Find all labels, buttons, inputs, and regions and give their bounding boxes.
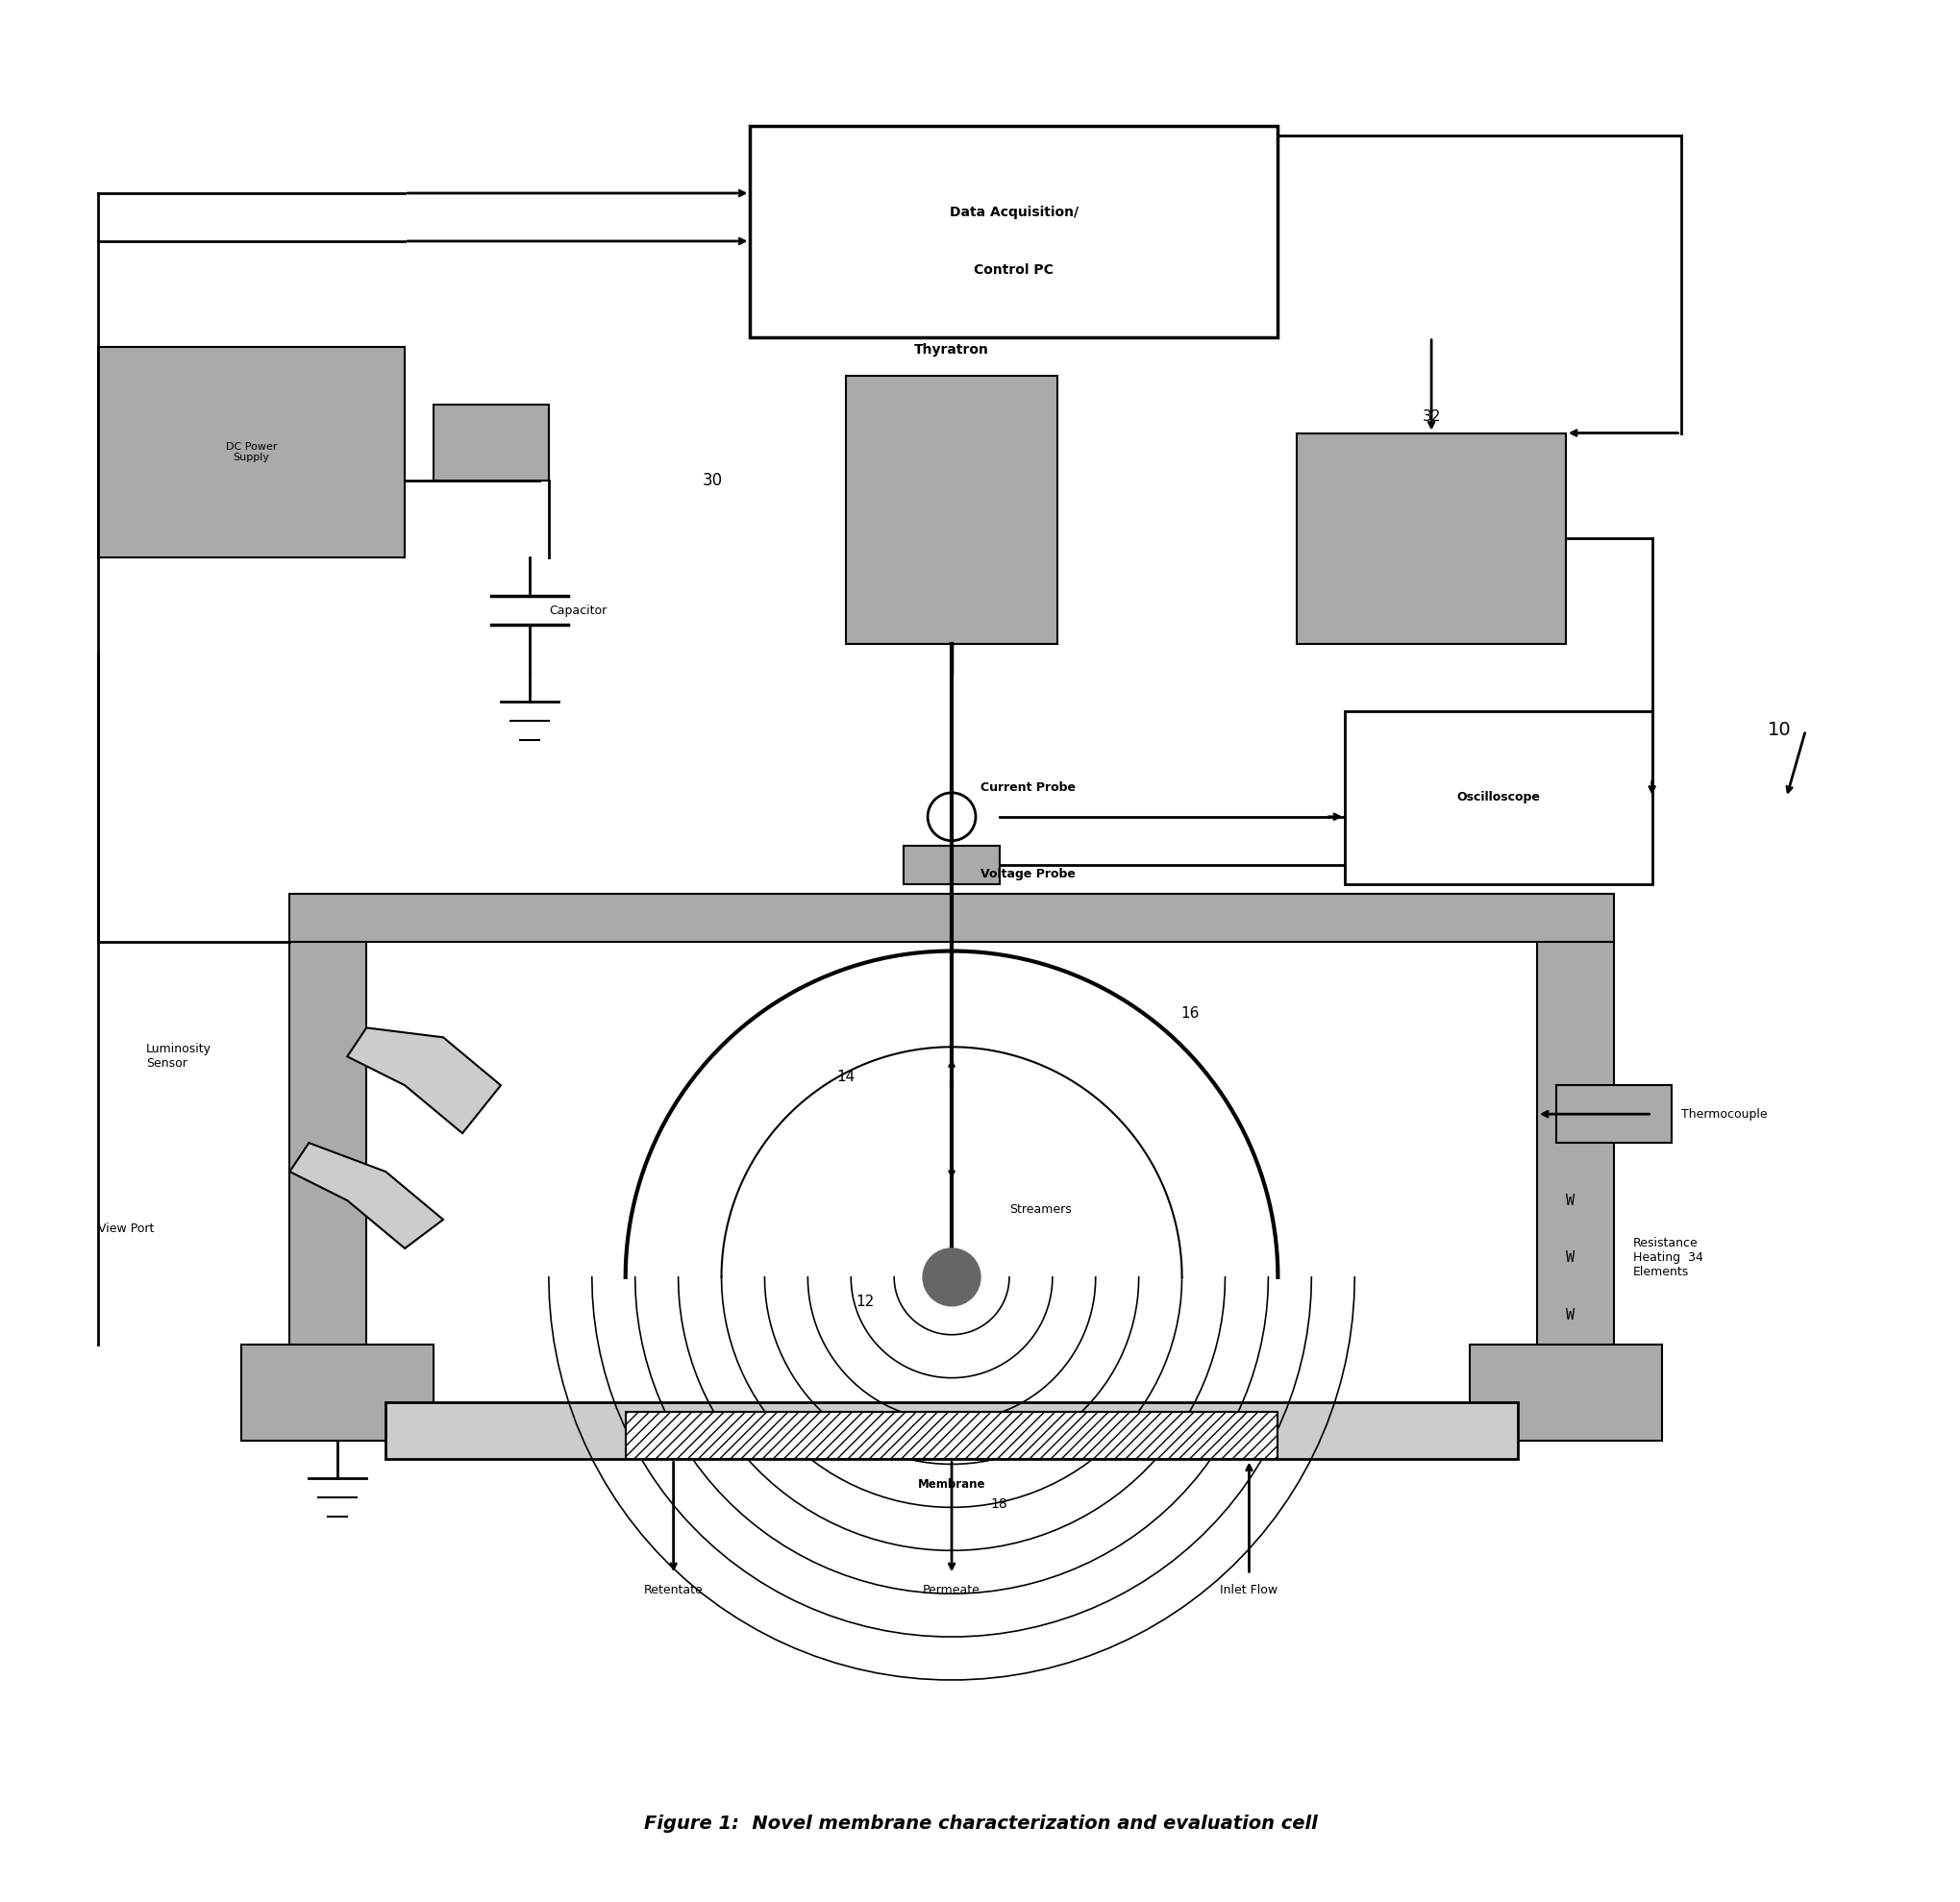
Text: DC Power
Supply: DC Power Supply — [225, 441, 276, 462]
Text: 30: 30 — [702, 472, 721, 489]
Bar — [433, 405, 549, 481]
Text: Data Acquisition/: Data Acquisition/ — [949, 205, 1078, 219]
Text: Figure 1:  Novel membrane characterization and evaluation cell: Figure 1: Novel membrane characterizatio… — [643, 1815, 1317, 1834]
Text: Luminosity
Sensor: Luminosity Sensor — [145, 1042, 212, 1071]
Bar — [625, 1411, 1278, 1459]
Text: Thyratron: Thyratron — [913, 342, 988, 356]
Bar — [1470, 1345, 1660, 1440]
FancyBboxPatch shape — [386, 1402, 1517, 1459]
Text: 32: 32 — [1421, 409, 1441, 424]
Text: 16: 16 — [1180, 1006, 1200, 1021]
Text: Permeate: Permeate — [923, 1584, 980, 1596]
Circle shape — [923, 1248, 980, 1307]
Text: Retentate: Retentate — [643, 1584, 704, 1596]
Bar — [1556, 1086, 1670, 1143]
Text: W: W — [1564, 1252, 1574, 1265]
Text: Thermocouple: Thermocouple — [1680, 1107, 1766, 1120]
Text: Control PC: Control PC — [974, 262, 1053, 276]
Polygon shape — [290, 1143, 443, 1248]
Text: Streamers: Streamers — [1009, 1204, 1070, 1215]
FancyBboxPatch shape — [751, 126, 1278, 337]
FancyBboxPatch shape — [1345, 711, 1650, 884]
Bar — [241, 1345, 433, 1440]
Text: 12: 12 — [855, 1295, 874, 1309]
Bar — [1537, 941, 1613, 1373]
Text: Oscilloscope: Oscilloscope — [1456, 791, 1539, 805]
Polygon shape — [347, 1027, 500, 1134]
Text: Inlet Flow: Inlet Flow — [1219, 1584, 1278, 1596]
Text: Voltage Probe: Voltage Probe — [980, 867, 1074, 881]
Text: Current Probe: Current Probe — [980, 782, 1076, 795]
Bar — [847, 375, 1056, 645]
Bar — [290, 894, 1613, 941]
Text: 18: 18 — [990, 1497, 1007, 1512]
Bar — [904, 846, 1000, 884]
Text: 14: 14 — [837, 1071, 855, 1084]
Text: Membrane: Membrane — [917, 1478, 986, 1491]
Bar — [1296, 434, 1564, 645]
Text: View Port: View Port — [98, 1223, 153, 1236]
Bar — [98, 346, 404, 557]
Text: W: W — [1564, 1193, 1574, 1208]
Bar — [290, 941, 367, 1373]
Text: 10: 10 — [1766, 721, 1789, 740]
Text: Resistance
Heating  34
Elements: Resistance Heating 34 Elements — [1633, 1238, 1701, 1278]
Text: Capacitor: Capacitor — [549, 605, 606, 616]
Text: W: W — [1564, 1309, 1574, 1322]
